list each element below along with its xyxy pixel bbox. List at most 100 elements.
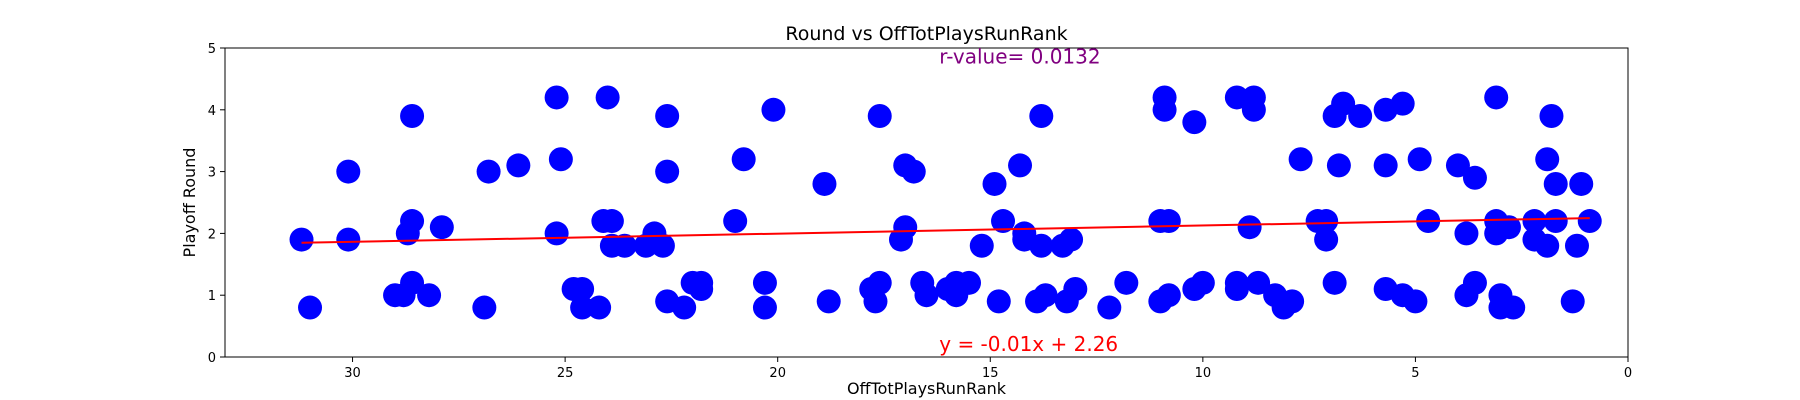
scatter-point bbox=[816, 289, 841, 314]
scatter-point bbox=[1314, 209, 1339, 234]
y-tick-label: 3 bbox=[208, 166, 216, 181]
scatter-point bbox=[595, 85, 620, 110]
scatter-point bbox=[1063, 277, 1088, 302]
scatter-point bbox=[867, 103, 892, 128]
scatter-point bbox=[723, 209, 748, 234]
points-layer bbox=[289, 85, 1602, 320]
scatter-point bbox=[1484, 85, 1509, 110]
scatter-point bbox=[472, 295, 497, 320]
x-tick-label: 5 bbox=[1411, 366, 1419, 381]
scatter-point bbox=[1280, 289, 1305, 314]
scatter-point bbox=[1454, 221, 1479, 246]
scatter-point bbox=[336, 227, 361, 252]
scatter-point bbox=[400, 270, 425, 295]
scatter-point bbox=[1152, 97, 1177, 122]
scatter-point bbox=[1445, 153, 1470, 178]
scatter-point bbox=[863, 289, 888, 314]
y-tick-label: 5 bbox=[208, 42, 216, 57]
scatter-point bbox=[1535, 147, 1560, 172]
scatter-point bbox=[1390, 91, 1415, 116]
equation-annotation: y = -0.01x + 2.26 bbox=[939, 332, 1118, 356]
scatter-point bbox=[1241, 97, 1266, 122]
scatter-point bbox=[1407, 147, 1432, 172]
scatter-point bbox=[1156, 209, 1181, 234]
scatter-point bbox=[1543, 209, 1568, 234]
scatter-point bbox=[298, 295, 323, 320]
scatter-point bbox=[1501, 295, 1526, 320]
scatter-point bbox=[612, 233, 637, 258]
scatter-point bbox=[1059, 227, 1084, 252]
scatter-point bbox=[867, 270, 892, 295]
scatter-point bbox=[587, 295, 612, 320]
scatter-point bbox=[986, 289, 1011, 314]
scatter-point bbox=[914, 283, 939, 308]
scatter-point bbox=[761, 97, 786, 122]
regression-layer bbox=[301, 217, 1590, 244]
scatter-point bbox=[1496, 215, 1521, 240]
r-value-annotation: r-value= 0.0132 bbox=[939, 44, 1100, 68]
scatter-point bbox=[957, 270, 982, 295]
scatter-point bbox=[1156, 283, 1181, 308]
scatter-point bbox=[982, 171, 1007, 196]
y-tick-label: 2 bbox=[208, 227, 216, 242]
scatter-point bbox=[1114, 270, 1139, 295]
x-tick-label: 0 bbox=[1624, 366, 1632, 381]
scatter-point bbox=[731, 147, 756, 172]
scatter-point bbox=[1237, 215, 1262, 240]
scatter-point bbox=[1246, 270, 1271, 295]
x-tick-label: 30 bbox=[344, 366, 361, 381]
scatter-point bbox=[1462, 270, 1487, 295]
scatter-point bbox=[400, 103, 425, 128]
scatter-point bbox=[570, 277, 595, 302]
scatter-point bbox=[1314, 227, 1339, 252]
scatter-point bbox=[289, 227, 314, 252]
scatter-point bbox=[1288, 147, 1313, 172]
scatter-point bbox=[650, 233, 675, 258]
scatter-point bbox=[752, 270, 777, 295]
scatter-point bbox=[1560, 289, 1585, 314]
y-tick-label: 1 bbox=[208, 289, 216, 304]
y-tick-label: 4 bbox=[208, 104, 216, 119]
x-tick-label: 15 bbox=[982, 366, 999, 381]
scatter-point bbox=[1569, 171, 1594, 196]
scatter-point bbox=[1577, 209, 1602, 234]
y-axis-label: Playoff Round bbox=[180, 148, 199, 258]
scatter-point bbox=[544, 85, 569, 110]
scatter-point bbox=[1543, 171, 1568, 196]
scatter-point bbox=[1564, 233, 1589, 258]
scatter-point bbox=[417, 283, 442, 308]
chart-title: Round vs OffTotPlaysRunRank bbox=[785, 23, 1067, 45]
scatter-point bbox=[476, 159, 501, 184]
scatter-point bbox=[1182, 110, 1207, 135]
scatter-point bbox=[1522, 209, 1547, 234]
scatter-point bbox=[1535, 233, 1560, 258]
scatter-point bbox=[752, 295, 777, 320]
x-tick-label: 20 bbox=[769, 366, 786, 381]
scatter-point bbox=[893, 215, 918, 240]
y-axis: 0 1 2 3 4 5 bbox=[208, 42, 225, 366]
scatter-point bbox=[655, 103, 680, 128]
x-tick-label: 10 bbox=[1195, 366, 1212, 381]
scatter-point bbox=[1008, 153, 1033, 178]
scatter-point bbox=[1029, 233, 1054, 258]
scatter-point bbox=[901, 159, 926, 184]
scatter-point bbox=[1462, 165, 1487, 190]
scatter-point bbox=[1190, 270, 1215, 295]
scatter-point bbox=[1331, 91, 1356, 116]
regression-line bbox=[301, 217, 1590, 244]
scatter-point bbox=[548, 147, 573, 172]
scatter-point bbox=[1097, 295, 1122, 320]
scatter-point bbox=[544, 221, 569, 246]
scatter-point bbox=[1033, 283, 1058, 308]
scatter-point bbox=[506, 153, 531, 178]
plot-frame bbox=[224, 47, 1629, 358]
scatter-point bbox=[1029, 103, 1054, 128]
x-tick-label: 25 bbox=[557, 366, 574, 381]
scatter-point bbox=[1348, 103, 1373, 128]
scatter-point bbox=[1326, 153, 1351, 178]
x-axis-label: OffTotPlaysRunRank bbox=[847, 379, 1007, 398]
scatter-point bbox=[655, 159, 680, 184]
scatter-point bbox=[1539, 103, 1564, 128]
scatter-point bbox=[969, 233, 994, 258]
y-tick-label: 0 bbox=[208, 351, 216, 366]
